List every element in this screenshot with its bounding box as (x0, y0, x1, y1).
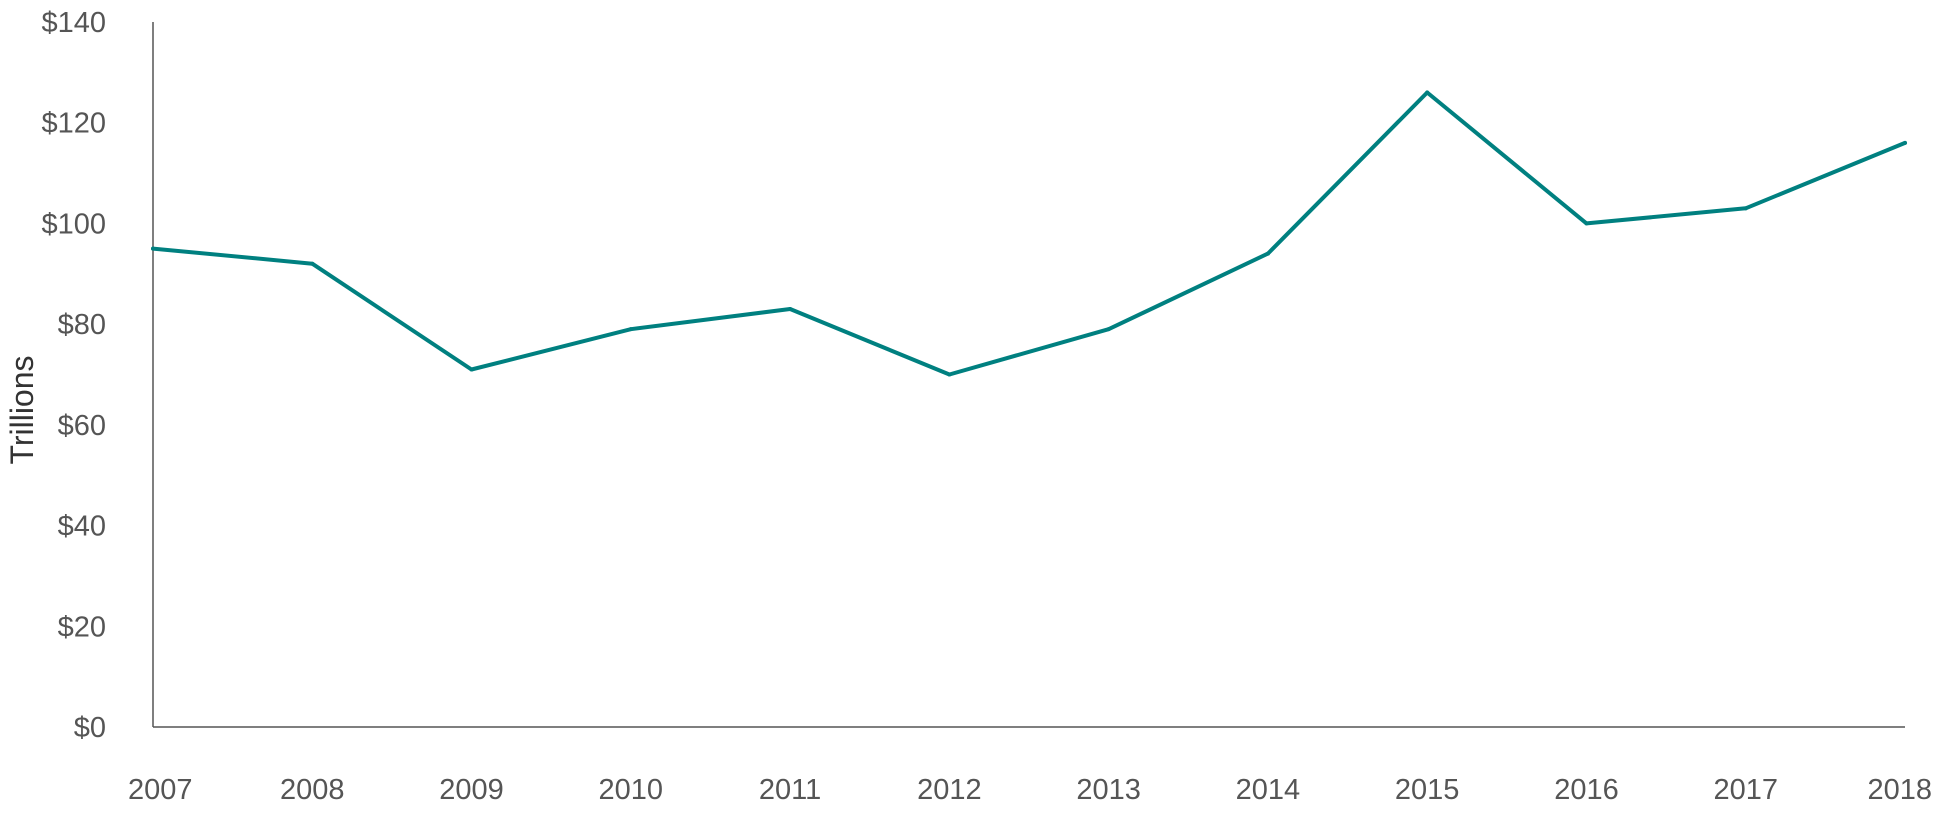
data-point (1903, 140, 1907, 145)
x-tick-label: 2013 (1076, 774, 1141, 806)
y-tick-labels: $0 $20 $40 $60 $80 $100 $120 $140 (41, 7, 106, 744)
data-point (1265, 251, 1270, 256)
data-point (151, 246, 155, 251)
y-tick-label: $20 (58, 611, 106, 643)
x-tick-label: 2007 (128, 774, 193, 806)
y-tick-label: $40 (58, 511, 106, 543)
x-tick-label: 2014 (1236, 774, 1301, 806)
series-line (151, 90, 1907, 377)
data-point (628, 327, 633, 332)
y-tick-label: $140 (41, 7, 106, 39)
x-tick-label: 2011 (759, 774, 821, 806)
data-point (469, 367, 474, 372)
y-tick-label: $120 (41, 108, 106, 140)
x-tick-label: 2008 (280, 774, 345, 806)
x-tick-labels: 2007 2008 2009 2010 2011 2012 2013 2014 2015 2016… (128, 774, 1932, 806)
y-tick-label: $80 (58, 309, 106, 341)
x-tick-label: 2012 (917, 774, 982, 806)
series-group (151, 90, 1907, 377)
y-tick-label: $100 (41, 208, 106, 240)
x-tick-label: 2016 (1554, 774, 1619, 806)
x-tick-label: 2018 (1867, 774, 1932, 806)
data-point (788, 307, 793, 312)
data-point (1106, 327, 1111, 332)
y-axis-title: Trillions (4, 355, 40, 464)
data-point (947, 372, 952, 377)
y-tick-label: $0 (74, 712, 106, 744)
data-point (310, 261, 315, 266)
y-tick-label: $60 (58, 410, 106, 442)
x-tick-label: 2009 (439, 774, 504, 806)
data-point (1425, 90, 1430, 95)
x-tick-label: 2010 (599, 774, 664, 806)
data-point (1584, 221, 1589, 226)
data-point (1743, 206, 1748, 211)
x-tick-label: 2015 (1395, 774, 1460, 806)
x-tick-label: 2017 (1713, 774, 1778, 806)
y-axis-title-group: Trillions (4, 355, 40, 464)
